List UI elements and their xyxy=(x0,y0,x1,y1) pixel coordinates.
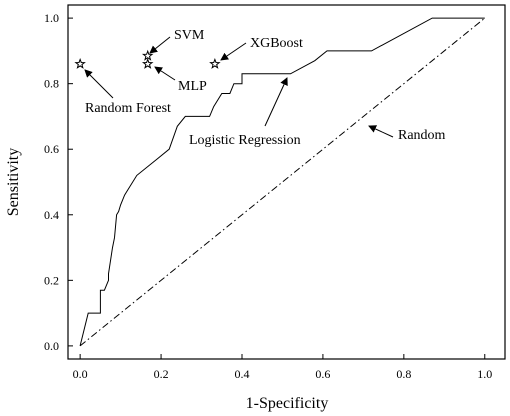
y-tick-label: 1.0 xyxy=(44,11,59,25)
annotation-random: Random xyxy=(398,128,446,143)
y-axis-tick-labels: 0.0 0.2 0.4 0.6 0.8 1.0 xyxy=(44,11,59,353)
annotation-svm: SVM xyxy=(174,28,205,43)
series-line-logistic-regression xyxy=(79,17,485,347)
x-axis-ticks xyxy=(79,354,486,359)
point-svm-star-icon xyxy=(141,49,154,61)
series-layer xyxy=(79,17,486,347)
y-tick-label: 0.8 xyxy=(44,77,59,91)
model-points-layer xyxy=(74,49,221,69)
arrow-svm xyxy=(149,36,171,54)
x-tick-label: 0.8 xyxy=(396,367,411,381)
y-tick-label: 0.0 xyxy=(44,339,59,353)
annotation-logistic-regression: Logistic Regression xyxy=(189,133,301,148)
y-axis-ticks xyxy=(68,17,73,347)
point-mlp-star-icon xyxy=(141,57,154,69)
arrow-logistic-regression xyxy=(264,77,288,127)
annotation-random-forest: Random Forest xyxy=(85,101,171,116)
x-tick-label: 1.0 xyxy=(477,367,492,381)
y-tick-label: 0.4 xyxy=(44,208,59,222)
x-axis-label: 1-Specificity xyxy=(246,395,329,412)
x-tick-label: 0.2 xyxy=(154,367,169,381)
point-xgboost-star-icon xyxy=(209,57,221,69)
y-tick-label: 0.2 xyxy=(44,273,59,287)
y-tick-label: 0.6 xyxy=(44,142,59,156)
arrow-random-forest xyxy=(84,69,114,99)
arrow-xgboost xyxy=(220,42,247,61)
annotation-mlp: MLP xyxy=(178,79,207,94)
series-line-random xyxy=(79,17,486,347)
annotation-xgboost: XGBoost xyxy=(250,36,303,51)
x-tick-label: 0.6 xyxy=(315,367,330,381)
annotations: SVM XGBoost MLP Random Forest Logistic R… xyxy=(84,28,446,148)
x-tick-label: 0.0 xyxy=(73,367,88,381)
arrow-mlp xyxy=(154,66,176,81)
x-axis-tick-labels: 0.0 0.2 0.4 0.6 0.8 1.0 xyxy=(73,367,493,381)
plot-frame xyxy=(67,4,506,360)
x-tick-label: 0.4 xyxy=(234,367,249,381)
point-random-forest-star-icon xyxy=(74,57,86,69)
y-axis-label: Sensitivity xyxy=(5,148,22,216)
arrow-random xyxy=(368,125,394,138)
